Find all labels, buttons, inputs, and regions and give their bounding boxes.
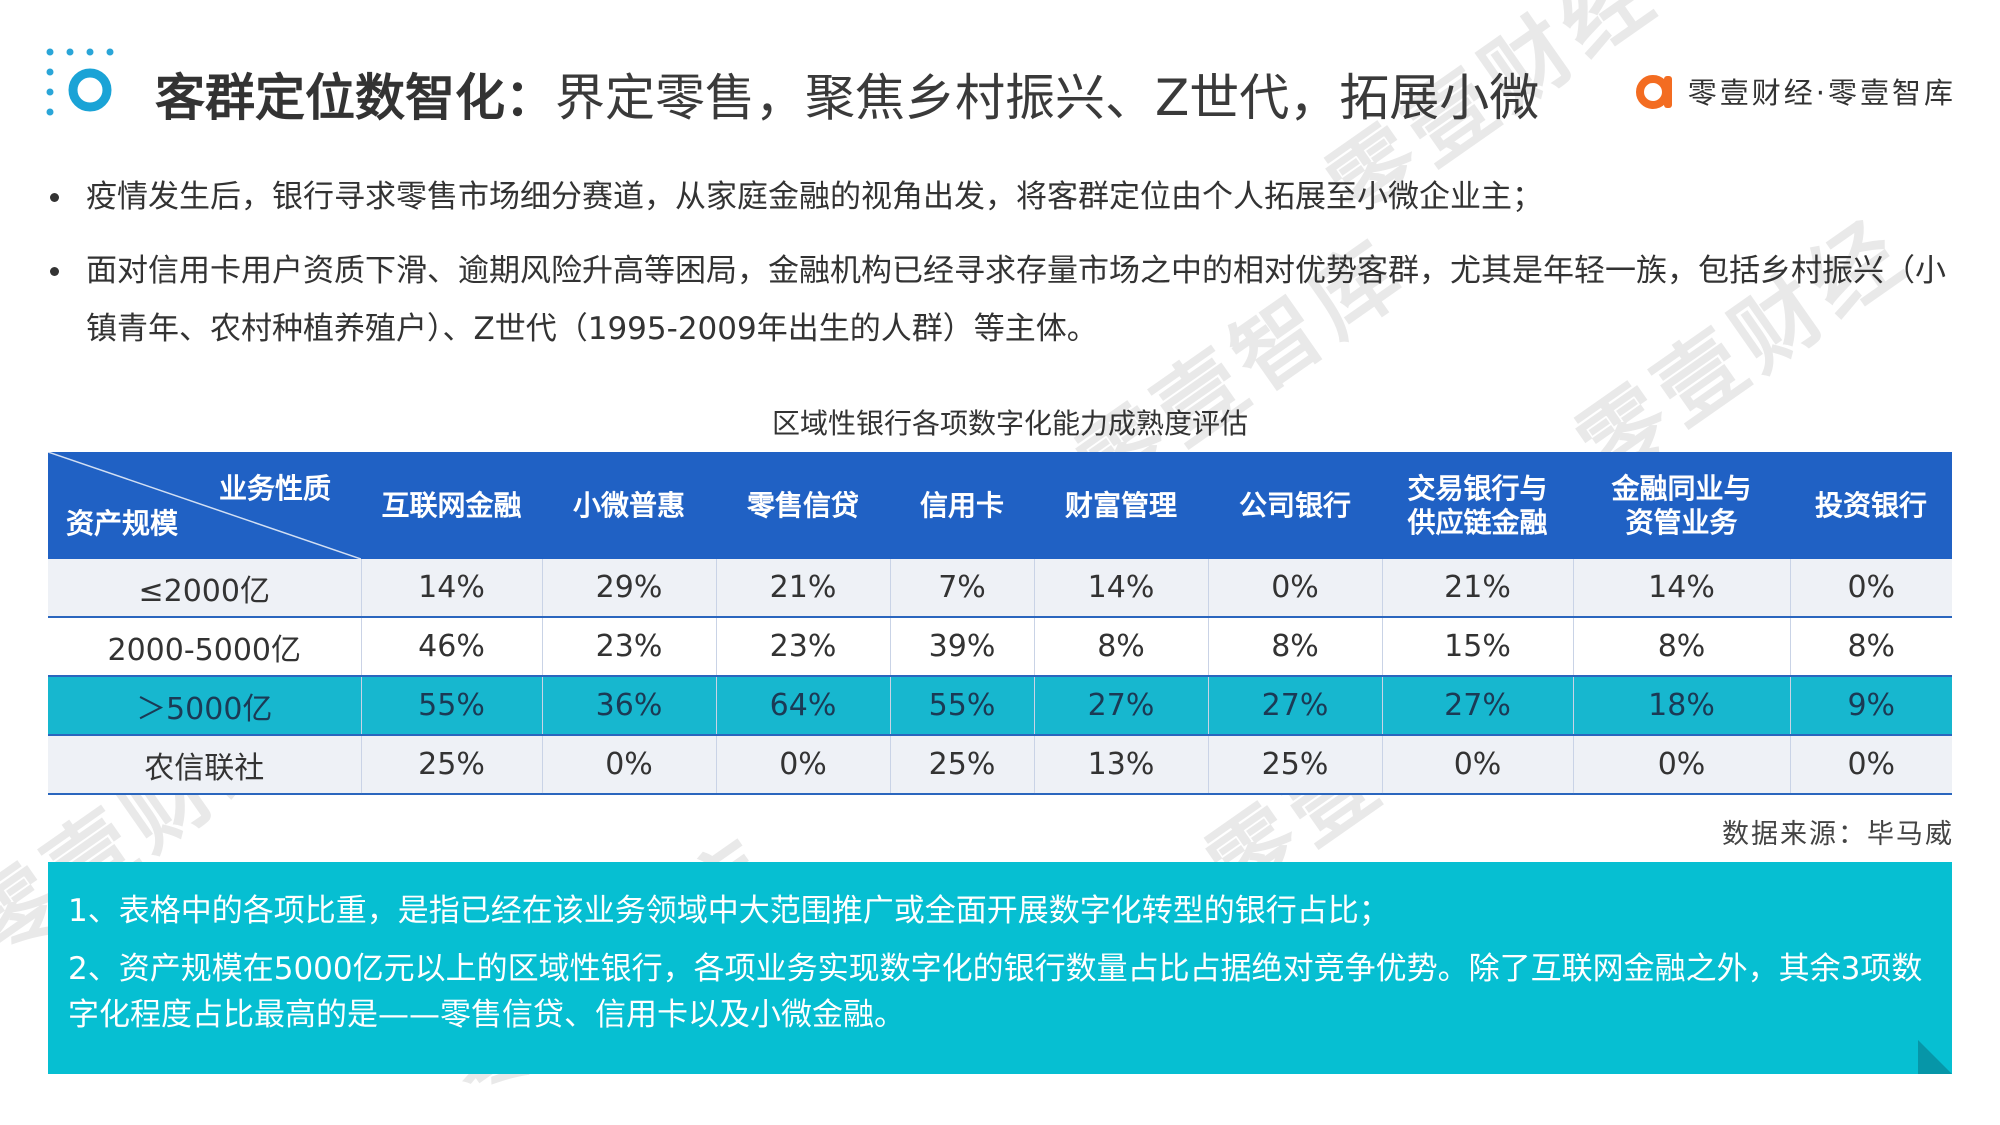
page-fold-corner: [1918, 1040, 1952, 1074]
table-header-row: 业务性质 资产规模 互联网金融 小微普惠 零售信贷 信用卡 财富管理 公司银行 …: [48, 452, 1952, 559]
bullet-list: 疫情发生后，银行寻求零售市场细分赛道，从家庭金融的视角出发，将客群定位由个人拓展…: [50, 168, 1955, 358]
table-cell: 9%: [1790, 676, 1952, 735]
table-cell: 27%: [1208, 676, 1383, 735]
table-cell: 13%: [1034, 735, 1209, 794]
table-cell: 8%: [1790, 617, 1952, 676]
table-cell: 39%: [890, 617, 1035, 676]
column-header: 金融同业与 资管业务: [1573, 452, 1790, 559]
table-row-highlighted: ＞5000亿 55% 36% 64% 55% 27% 27% 27% 18% 9…: [48, 676, 1952, 735]
table-cell: 0%: [716, 735, 891, 794]
table-cell: 21%: [1382, 559, 1574, 617]
table-cell: 55%: [890, 676, 1035, 735]
maturity-table: 业务性质 资产规模 互联网金融 小微普惠 零售信贷 信用卡 财富管理 公司银行 …: [48, 452, 1952, 795]
table-cell: 25%: [361, 735, 543, 794]
table-cell: 14%: [1573, 559, 1791, 617]
table-cell: 0%: [542, 735, 717, 794]
data-source: 数据来源：毕马威: [1722, 819, 1954, 850]
table-cell: 0%: [1790, 735, 1952, 794]
row-label: ≤2000亿: [48, 559, 362, 617]
diagonal-line: [48, 452, 361, 559]
brand-logo: 零壹财经·零壹智库: [1634, 70, 1956, 112]
column-header: 零售信贷: [716, 452, 890, 559]
table-cell: 0%: [1208, 559, 1383, 617]
brand-a-icon: [1635, 75, 1672, 109]
table-cell: 25%: [890, 735, 1035, 794]
table-cell: 25%: [1208, 735, 1383, 794]
table-cell: 15%: [1382, 617, 1574, 676]
brand-text: 零壹财经·零壹智库: [1687, 76, 1956, 110]
note-line: 2、资产规模在5000亿元以上的区域性银行，各项业务实现数字化的银行数量占比占据…: [68, 951, 1923, 1033]
table-cell: 23%: [542, 617, 717, 676]
table-cell: 7%: [890, 559, 1035, 617]
table-cell: 8%: [1208, 617, 1383, 676]
table-cell: 36%: [542, 676, 717, 735]
page-title: 客群定位数智化：界定零售，聚焦乡村振兴、Z世代，拓展小微: [155, 58, 1539, 130]
corner-asset-label: 资产规模: [66, 507, 179, 540]
table-row: 农信联社 25% 0% 0% 25% 13% 25% 0% 0% 0%: [48, 735, 1952, 794]
table-cell: 14%: [361, 559, 543, 617]
table-title: 区域性银行各项数字化能力成熟度评估: [771, 407, 1248, 440]
column-header: 信用卡: [890, 452, 1034, 559]
bullet-item: 面对信用卡用户资质下滑、逾期风险升高等困局，金融机构已经寻求存量市场之中的相对优…: [50, 242, 1955, 358]
dots-circle-logo-icon: [46, 48, 114, 116]
column-header: 投资银行: [1790, 452, 1952, 559]
column-header: 小微普惠: [542, 452, 716, 559]
table-cell: 27%: [1382, 676, 1574, 735]
table-row: 2000-5000亿 46% 23% 23% 39% 8% 8% 15% 8% …: [48, 617, 1952, 676]
table-cell: 21%: [716, 559, 891, 617]
table-cell: 18%: [1573, 676, 1791, 735]
table-cell: 23%: [716, 617, 891, 676]
title-bold: 客群定位数智化：: [155, 69, 555, 127]
title-rest: 界定零售，聚焦乡村振兴、Z世代，拓展小微: [555, 69, 1540, 127]
table-cell: 46%: [361, 617, 543, 676]
column-header: 互联网金融: [361, 452, 542, 559]
table-cell: 55%: [361, 676, 543, 735]
table-cell: 64%: [716, 676, 891, 735]
row-label: ＞5000亿: [48, 676, 362, 735]
table-cell: 0%: [1573, 735, 1791, 794]
column-header: 公司银行: [1208, 452, 1382, 559]
column-header: 财富管理: [1034, 452, 1208, 559]
corner-header: 业务性质 资产规模: [48, 452, 361, 559]
table-cell: 8%: [1034, 617, 1209, 676]
column-header: 交易银行与 供应链金融: [1382, 452, 1573, 559]
row-label: 2000-5000亿: [48, 617, 362, 676]
bullet-item: 疫情发生后，银行寻求零售市场细分赛道，从家庭金融的视角出发，将客群定位由个人拓展…: [50, 168, 1955, 226]
table-cell: 0%: [1790, 559, 1952, 617]
row-label: 农信联社: [48, 735, 362, 794]
table-cell: 29%: [542, 559, 717, 617]
table-cell: 8%: [1573, 617, 1791, 676]
table-cell: 0%: [1382, 735, 1574, 794]
corner-business-label: 业务性质: [218, 472, 331, 505]
note-box: 1、表格中的各项比重，是指已经在该业务领域中大范围推广或全面开展数字化转型的银行…: [48, 862, 1952, 1074]
note-line: 1、表格中的各项比重，是指已经在该业务领域中大范围推广或全面开展数字化转型的银行…: [68, 893, 1390, 929]
table-row: ≤2000亿 14% 29% 21% 7% 14% 0% 21% 14% 0%: [48, 559, 1952, 617]
table-cell: 27%: [1034, 676, 1209, 735]
table-cell: 14%: [1034, 559, 1209, 617]
